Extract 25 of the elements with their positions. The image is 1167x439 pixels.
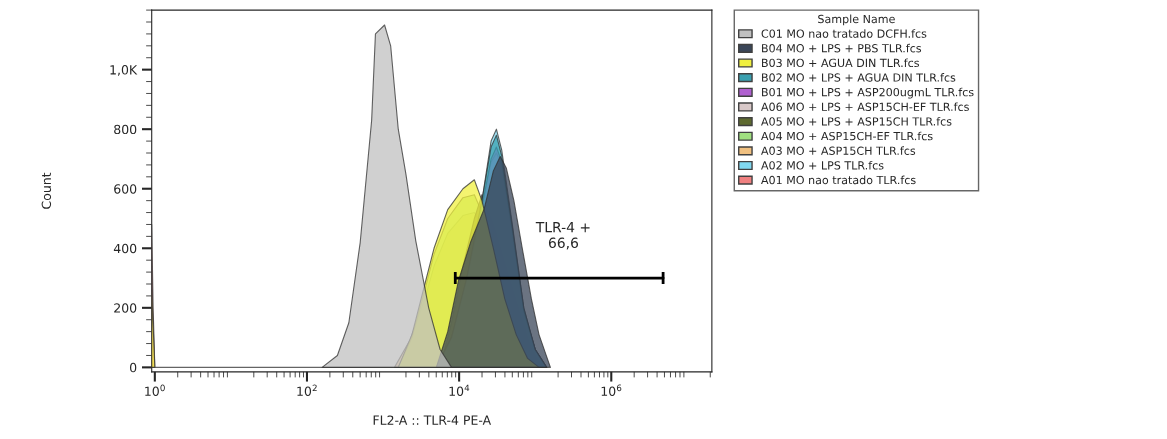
y-tick-label: 200: [114, 303, 137, 313]
legend-label: B02 MO + LPS + AGUA DIN TLR.fcs: [762, 73, 956, 82]
legend-label: A06 MO + LPS + ASP15CH-EF TLR.fcs: [761, 102, 969, 111]
x-tick-label: 10$^{2}$: [297, 384, 317, 396]
legend-label: A02 MO + LPS TLR.fcs: [761, 160, 884, 170]
y-tick-label: 600: [114, 184, 137, 194]
legend-label: B01 MO + LPS + ASP200ugmL TLR.fcs: [762, 87, 974, 99]
legend-label: A04 MO + ASP15CH-EF TLR.fcs: [761, 131, 933, 141]
y-tick-label: 1,0K: [110, 65, 138, 76]
legend-label: B03 MO + AGUA DIN TLR.fcs: [762, 58, 919, 68]
y-tick-label: 800: [114, 124, 137, 135]
x-tick-label: 10$^{6}$: [601, 384, 622, 396]
legend-label: A01 MO nao tratado TLR.fcs: [761, 175, 916, 185]
y-tick-label: 0: [130, 362, 137, 373]
x-tick-label: 10$^{0}$: [145, 384, 165, 396]
legend-label: A05 MO + LPS + ASP15CH TLR.fcs: [761, 117, 952, 126]
y-axis-title: Count: [41, 172, 52, 209]
legend-label: A03 MO + ASP15CH TLR.fcs: [761, 146, 916, 155]
legend-label: B04 MO + LPS + PBS TLR.fcs: [762, 43, 922, 53]
x-axis-title: FL2-A :: TLR-4 PE-A: [373, 415, 492, 425]
legend-label: C01 MO nao tratado DCFH.fcs: [761, 29, 927, 38]
annotation: TLR-4 + 66,6: [535, 222, 590, 250]
x-tick-label: 10$^{4}$: [449, 384, 470, 397]
y-tick-label: 400: [113, 243, 137, 254]
legend-title: Sample Name: [818, 14, 895, 26]
